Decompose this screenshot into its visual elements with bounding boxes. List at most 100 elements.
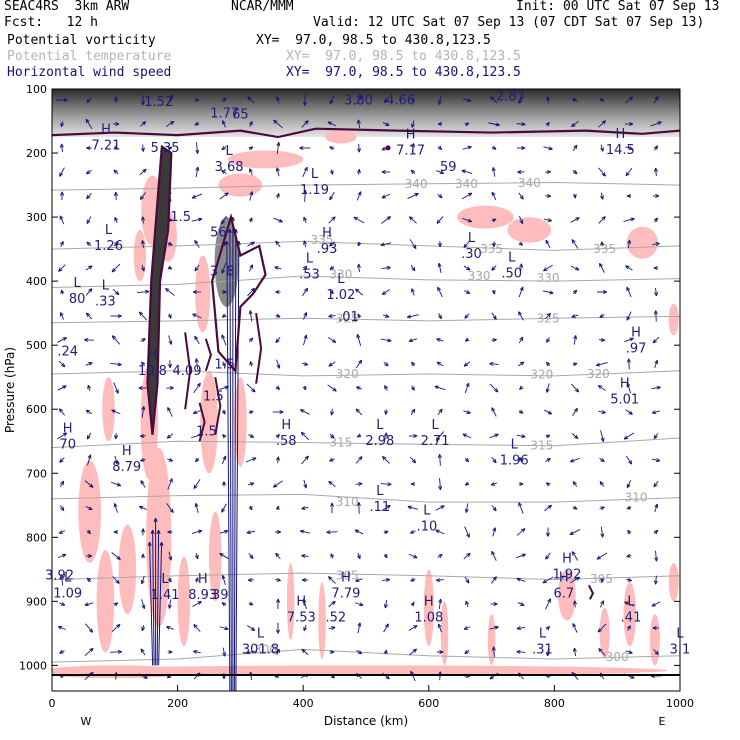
wind-arrowhead — [301, 506, 306, 510]
wind-vector — [300, 530, 310, 534]
wind-arrowhead — [437, 100, 442, 105]
wind-arrowhead — [248, 120, 253, 126]
wind-arrowhead — [654, 650, 659, 655]
wind-arrowhead — [543, 267, 548, 272]
wind-vector — [380, 338, 392, 342]
extremum-marker: L — [64, 571, 72, 586]
wind-arrowhead — [384, 362, 389, 367]
wind-vector — [327, 121, 337, 127]
wind-vector — [491, 312, 497, 320]
wind-vector — [84, 480, 94, 488]
wind-arrowhead — [600, 533, 605, 538]
extremum-value: 10.8 — [138, 364, 167, 379]
wind-arrowhead — [167, 407, 172, 412]
wind-arrowhead — [250, 287, 255, 293]
extremum-value: 1.77 — [210, 106, 239, 121]
wind-arrowhead — [545, 652, 550, 657]
wind-arrowhead — [326, 530, 331, 535]
wind-vector — [545, 239, 551, 249]
wind-vector — [192, 600, 202, 608]
wind-arrowhead — [434, 385, 439, 390]
wind-vector — [57, 553, 67, 559]
wind-arrowhead — [491, 191, 496, 197]
extremum-value: 59 — [440, 160, 457, 175]
theta-contour-label: 320 — [530, 368, 553, 382]
wind-vector — [543, 146, 553, 150]
wind-arrowhead — [380, 242, 385, 247]
wind-arrowhead — [571, 123, 576, 128]
wind-arrowhead — [86, 170, 91, 175]
wind-vector — [168, 551, 172, 561]
wind-vector — [328, 315, 336, 317]
wind-vector — [303, 334, 307, 346]
wind-arrowhead — [303, 312, 308, 317]
wind-vector — [59, 215, 65, 225]
wind-vector — [570, 457, 580, 463]
wind-arrowhead — [192, 313, 197, 318]
wind-vector — [219, 192, 229, 200]
wind-vector — [493, 646, 495, 658]
wind-vector — [434, 385, 446, 391]
extremum-value: .11 — [369, 500, 390, 515]
wind-vector — [518, 672, 524, 680]
wind-arrowhead — [464, 508, 469, 513]
wind-vector — [166, 626, 174, 630]
wind-vector — [221, 334, 227, 346]
wind-vector — [138, 311, 148, 321]
y-tick-label: 500 — [26, 339, 47, 352]
wind-arrowhead — [464, 481, 470, 486]
wind-shade-region — [102, 377, 115, 442]
wind-arrowhead — [490, 96, 495, 101]
wind-arrowhead — [545, 626, 550, 631]
wind-arrowhead — [466, 552, 471, 558]
wind-arrowhead — [438, 553, 443, 559]
wind-arrowhead — [548, 146, 553, 151]
wind-arrowhead — [303, 189, 308, 195]
wind-arrowhead — [626, 505, 631, 510]
wind-arrowhead — [435, 436, 441, 441]
wind-arrowhead — [492, 576, 497, 581]
wind-arrowhead — [597, 384, 603, 390]
wind-arrowhead — [516, 577, 521, 582]
wind-arrowhead — [385, 577, 391, 582]
extremum-value: .30 — [461, 247, 482, 262]
wind-arrowhead — [168, 556, 173, 561]
wind-vector — [115, 672, 117, 680]
wind-vector — [327, 384, 337, 392]
wind-vector — [653, 480, 659, 488]
wind-arrowhead — [355, 578, 360, 582]
wind-vector — [625, 409, 633, 415]
extremum-value: 56 — [210, 225, 227, 240]
wind-vector — [518, 502, 524, 514]
wind-vector — [625, 455, 633, 465]
wind-arrowhead — [141, 101, 145, 106]
wind-arrowhead — [384, 410, 389, 415]
wind-vector — [85, 265, 93, 271]
wind-vector — [627, 239, 631, 249]
wind-vector — [86, 216, 92, 224]
wind-vector — [357, 622, 361, 634]
wind-arrowhead — [625, 265, 630, 270]
wind-arrowhead — [437, 286, 441, 292]
wind-vector — [87, 454, 91, 466]
wind-arrowhead — [575, 217, 580, 222]
wind-arrowhead — [111, 268, 116, 273]
extremum-value: 1.5 — [203, 389, 224, 404]
wind-arrowhead — [168, 241, 173, 246]
wind-arrowhead — [519, 219, 524, 225]
wind-arrowhead — [653, 167, 658, 172]
wind-vector — [328, 576, 336, 584]
wind-arrowhead — [249, 191, 254, 196]
wind-arrowhead — [140, 457, 145, 462]
wind-arrowhead — [247, 96, 252, 101]
wind-vector — [84, 671, 94, 681]
axes: 100 200 300 400 500 600 700 800 900 1000 0 200 400 60… — [3, 83, 694, 728]
extremum-marker: L — [161, 572, 169, 587]
wind-vector — [435, 529, 445, 535]
wind-arrowhead — [88, 506, 93, 511]
wind-arrowhead — [195, 149, 200, 154]
wind-vector — [274, 266, 282, 270]
wind-shade-region — [668, 562, 679, 602]
field-xy-wind: XY= 97.0, 98.5 to 430.8,123.5 — [286, 65, 521, 80]
wind-vector — [85, 312, 93, 320]
